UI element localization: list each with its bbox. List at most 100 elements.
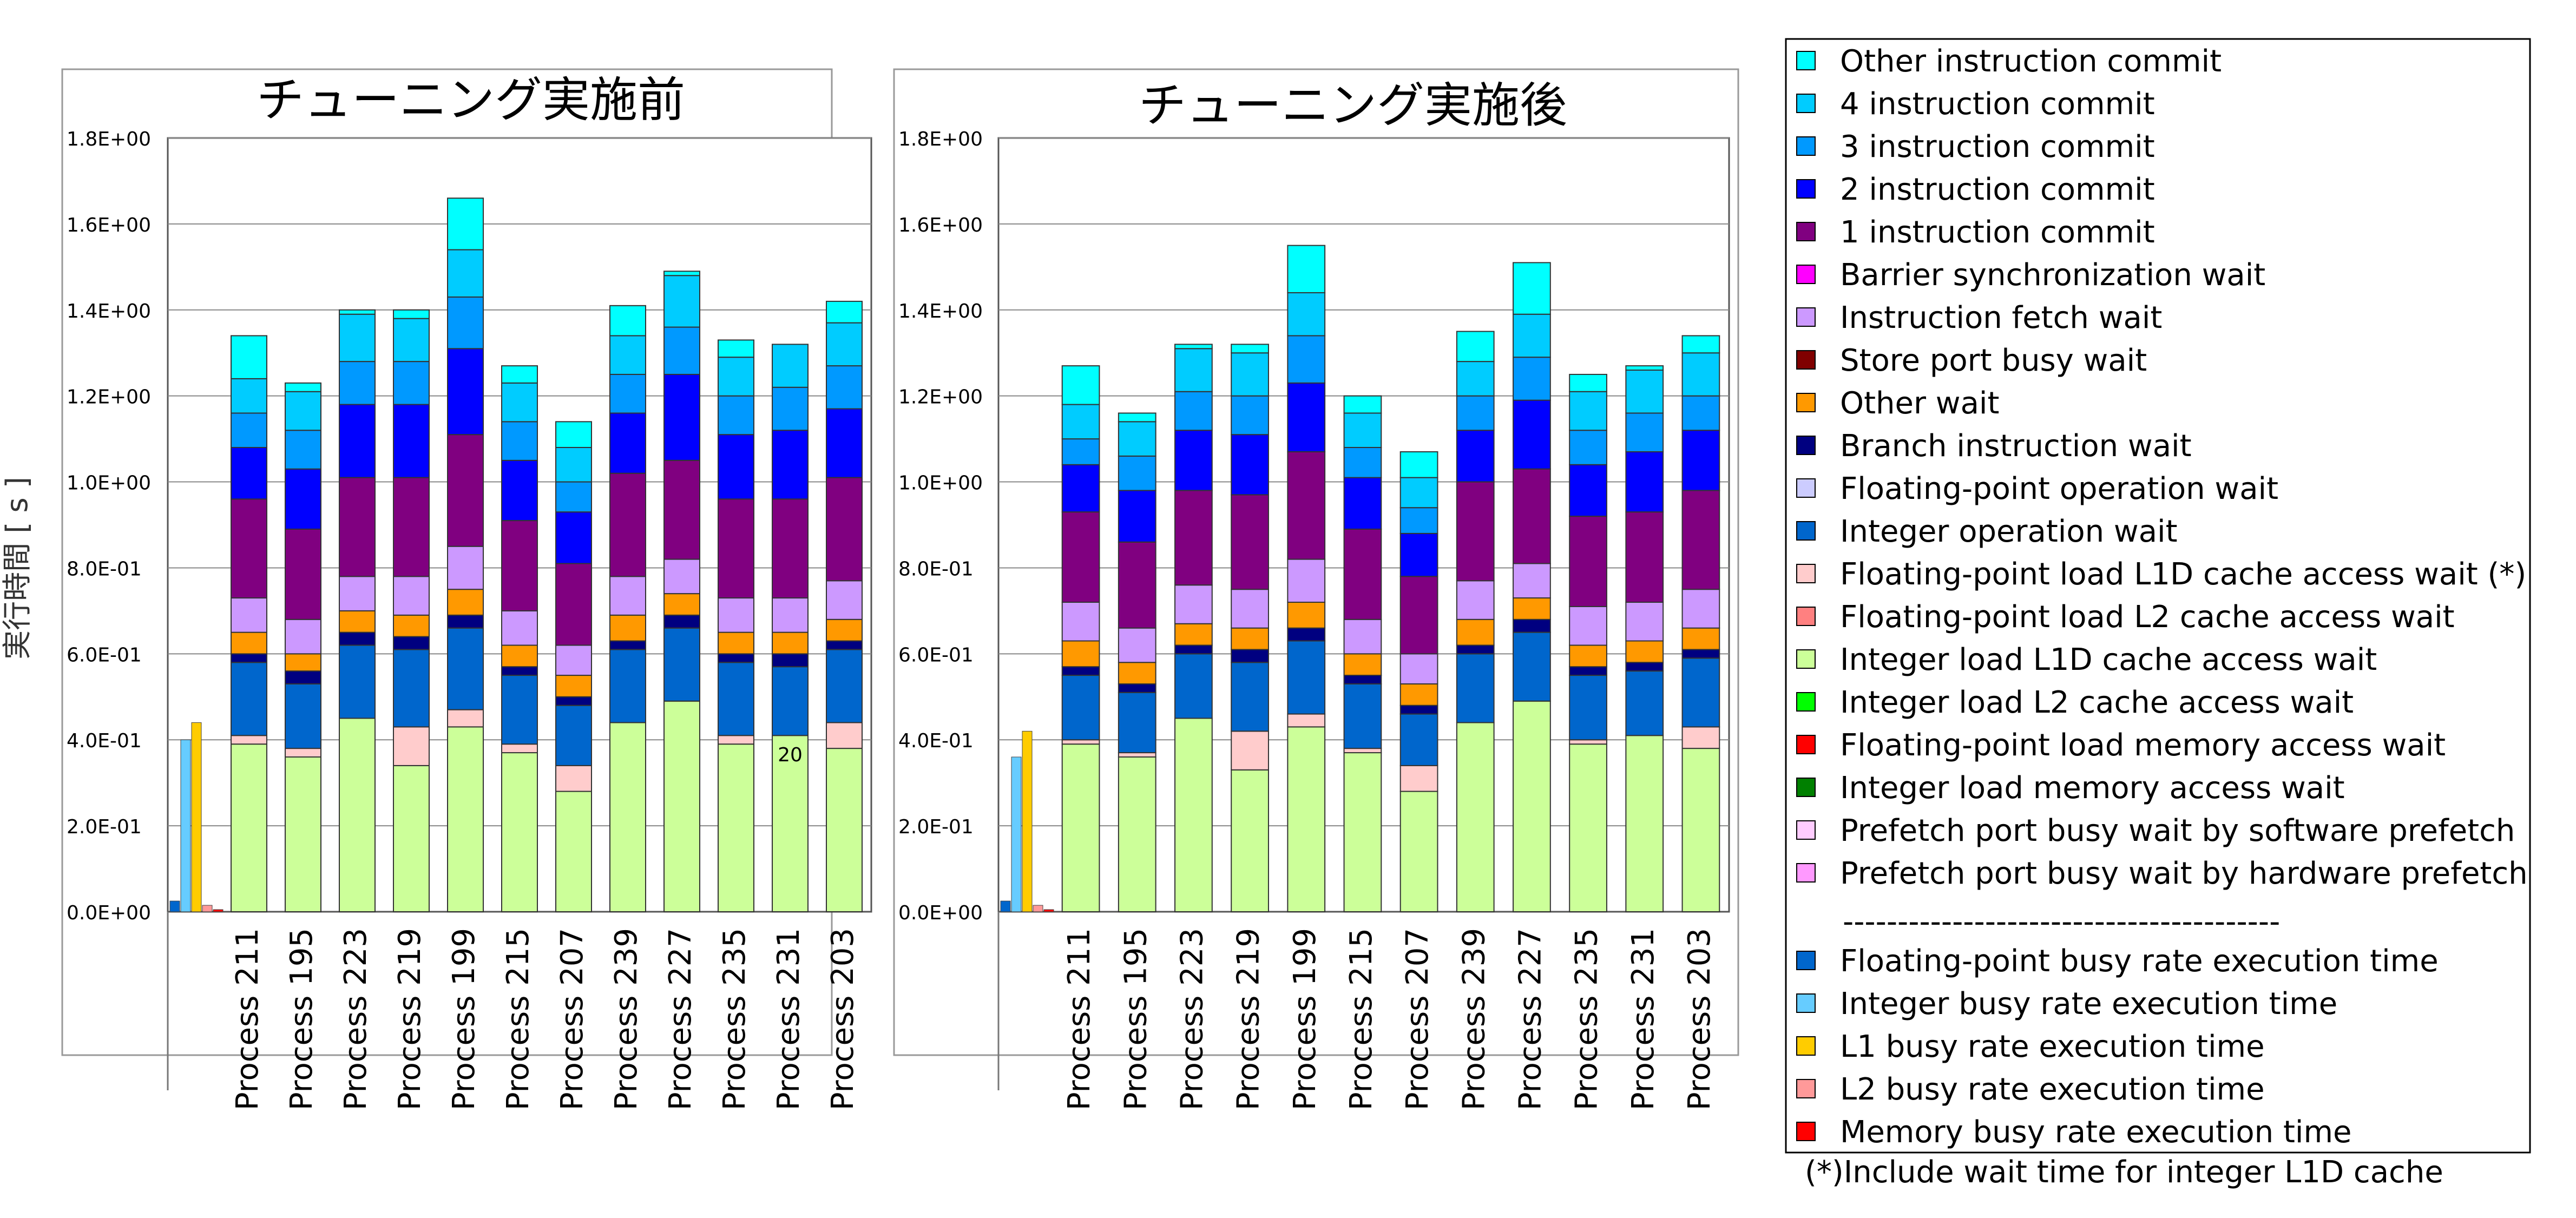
bar-segment <box>393 477 430 577</box>
bar-segment <box>1174 391 1213 431</box>
legend-swatch <box>1796 735 1816 754</box>
bar-segment <box>1513 313 1551 358</box>
x-tick-label: Process 207 <box>555 928 590 1110</box>
bar-segment <box>1174 653 1213 719</box>
bar-segment <box>663 373 700 461</box>
bar-segment <box>285 618 321 655</box>
y-tick-label: 2.0E-01 <box>898 816 974 838</box>
bar-segment <box>1569 675 1607 741</box>
bar-segment <box>772 344 809 388</box>
bar-segment <box>1343 653 1382 676</box>
bar-segment <box>339 576 376 611</box>
bar-segment <box>555 563 592 646</box>
bar-segment <box>339 631 376 646</box>
bar-segment <box>663 700 700 912</box>
bar-segment <box>501 459 538 522</box>
x-tick-label: Process 215 <box>501 928 536 1110</box>
panel-frame <box>893 68 1739 1056</box>
y-tick-label: 1.6E+00 <box>67 214 151 236</box>
bar-segment <box>339 313 376 363</box>
bar-segment <box>1174 644 1213 655</box>
bar-segment <box>1061 666 1100 676</box>
bar-segment <box>393 318 430 363</box>
legend: Other instruction commit 4 instruction co… <box>1785 38 2531 1154</box>
legend-label: Integer load L1D cache access wait <box>1840 642 2377 677</box>
bar-segment <box>1118 662 1156 684</box>
bar-segment <box>1287 602 1326 629</box>
bar-segment <box>1399 507 1438 534</box>
bar-segment <box>663 271 700 276</box>
bar-segment <box>1287 640 1326 715</box>
x-tick-label: Process 219 <box>392 928 428 1110</box>
bar-segment <box>501 610 538 646</box>
y-tick-label: 1.2E+00 <box>898 386 983 409</box>
bar-segment <box>772 498 809 599</box>
legend-swatch <box>1796 521 1816 541</box>
bar-segment <box>393 404 430 478</box>
bar-segment <box>663 275 700 328</box>
bar-segment <box>1513 618 1551 633</box>
x-tick-label: Process 207 <box>1400 928 1435 1110</box>
bar-segment <box>1231 494 1269 590</box>
bar-segment <box>1174 430 1213 491</box>
bar-segment <box>663 614 700 629</box>
bar-segment <box>1118 490 1156 543</box>
legend-label: Integer load L2 cache access wait <box>1840 685 2354 720</box>
bar-segment <box>1681 589 1720 629</box>
y-tick-label: 8.0E-01 <box>67 558 142 580</box>
bar-segment <box>501 752 538 912</box>
bar-segment <box>1343 675 1382 684</box>
bar-segment <box>772 653 809 668</box>
bar-segment <box>1231 769 1269 913</box>
y-tick-label: 1.0E+00 <box>67 472 151 495</box>
legend-label: Other wait <box>1840 386 1999 421</box>
busy-rate-bar <box>202 905 213 912</box>
bar-segment <box>285 756 321 912</box>
bar-segment <box>663 593 700 616</box>
bar-segment <box>1231 662 1269 732</box>
legend-swatch <box>1796 307 1816 327</box>
bar-segment <box>1681 490 1720 590</box>
chart-title: チューニング実施前 <box>257 72 685 128</box>
bar-segment <box>1118 455 1156 491</box>
bar-segment <box>718 357 754 397</box>
bar-segment <box>339 717 376 912</box>
bar-segment <box>1569 373 1607 392</box>
x-tick-label: Process 239 <box>609 928 644 1110</box>
x-tick-label: Process 227 <box>663 928 698 1110</box>
bar-segment <box>1287 292 1326 337</box>
bar-segment <box>1625 602 1664 642</box>
busy-rate-bar <box>169 900 180 912</box>
bar-segment <box>1287 713 1326 728</box>
bar-segment <box>1399 576 1438 655</box>
bar-segment <box>1231 589 1269 629</box>
bar-segment <box>1513 563 1551 599</box>
bar-segment <box>1456 644 1495 655</box>
bar-segment <box>1287 245 1326 293</box>
bar-segment <box>1174 717 1213 912</box>
y-axis-label: 実行時間 [ s ] <box>0 477 34 660</box>
x-tick-label: Process 195 <box>1118 928 1153 1110</box>
bar-segment <box>501 365 538 384</box>
busy-rate-bar <box>1000 900 1011 912</box>
bar-segment <box>1343 528 1382 620</box>
bar-segment <box>1174 344 1213 350</box>
bar-segment <box>1231 434 1269 496</box>
legend-label: Integer operation wait <box>1840 514 2178 549</box>
bar-segment <box>447 545 484 590</box>
bar-segment <box>447 726 484 913</box>
bar-segment <box>393 765 430 913</box>
bar-segment <box>718 743 754 912</box>
bar-segment <box>826 640 863 650</box>
legend-swatch <box>1796 820 1816 840</box>
bar-segment <box>1061 743 1100 912</box>
bar-segment <box>285 430 321 470</box>
y-tick-label: 1.2E+00 <box>67 386 151 409</box>
bar-segment <box>718 735 754 745</box>
y-tick-label: 4.0E-01 <box>67 730 142 752</box>
bar-segment <box>1118 752 1156 758</box>
bar-segment <box>1343 683 1382 749</box>
bar-segment <box>1569 391 1607 431</box>
legend-label: Integer load memory access wait <box>1840 771 2345 806</box>
